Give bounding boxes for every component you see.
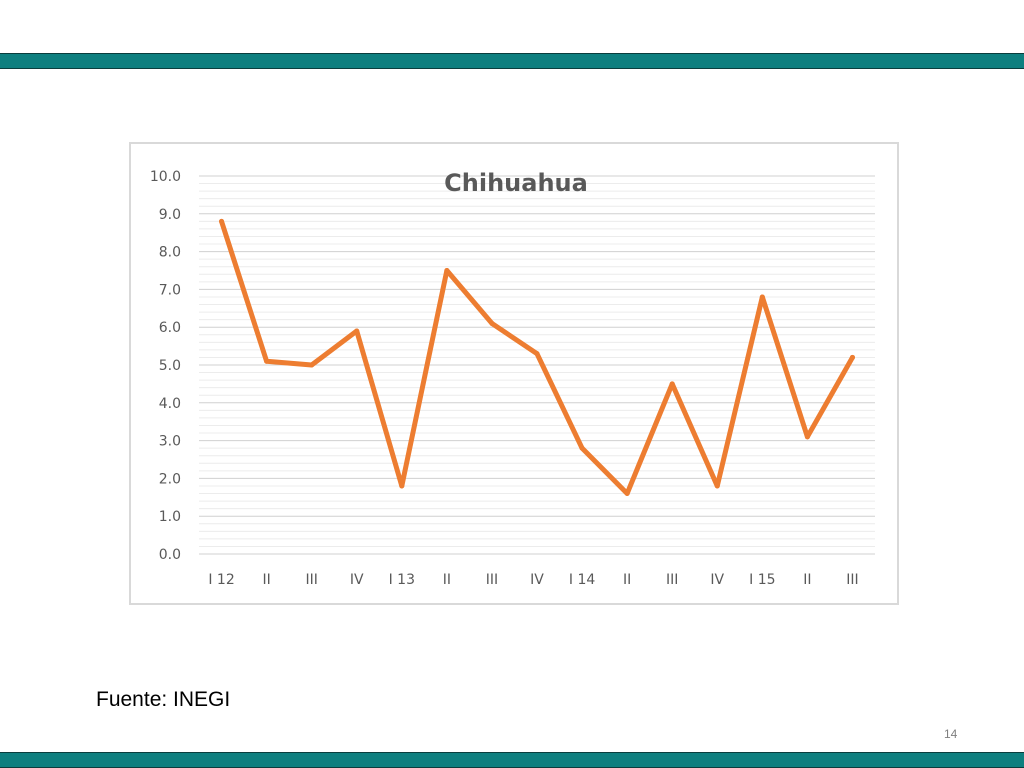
x-tick-label: IV bbox=[350, 572, 364, 588]
data-point bbox=[849, 354, 855, 360]
x-tick-label: III bbox=[846, 572, 858, 588]
data-point bbox=[309, 362, 315, 368]
data-point bbox=[264, 358, 270, 364]
data-point bbox=[534, 351, 540, 357]
gridlines bbox=[199, 175, 875, 555]
chart-frame: 0.0 1.0 2.0 3.0 4.0 5.0 6.0 7.0 8.0 9.0 10.0 I 12 I… bbox=[129, 142, 899, 605]
chart-title: Chihuahua bbox=[444, 169, 588, 197]
y-axis-ticks: 0.0 1.0 2.0 3.0 4.0 5.0 6.0 7.0 8.0 9.0 10.0 bbox=[150, 169, 181, 563]
y-tick-label: 6.0 bbox=[159, 320, 181, 336]
y-tick-label: 4.0 bbox=[159, 396, 181, 412]
y-tick-label: 7.0 bbox=[159, 282, 181, 298]
x-tick-label: II bbox=[443, 572, 451, 588]
x-tick-label: IV bbox=[530, 572, 544, 588]
data-point bbox=[669, 381, 675, 387]
data-point bbox=[219, 218, 225, 224]
x-tick-label: II bbox=[262, 572, 270, 588]
y-tick-label: 5.0 bbox=[159, 358, 181, 374]
x-tick-label: I 15 bbox=[749, 572, 775, 588]
x-axis-ticks: I 12 II III IV I 13 II III IV I 14 II III IV I 15 II I… bbox=[208, 572, 858, 588]
data-point bbox=[444, 268, 450, 273]
x-tick-label: III bbox=[305, 572, 317, 588]
data-point bbox=[489, 320, 495, 326]
line-chart: 0.0 1.0 2.0 3.0 4.0 5.0 6.0 7.0 8.0 9.0 10.0 I 12 I… bbox=[150, 169, 875, 588]
x-tick-label: II bbox=[623, 572, 631, 588]
x-tick-label: I 12 bbox=[208, 572, 234, 588]
y-tick-label: 0.0 bbox=[159, 547, 181, 563]
page-number: 14 bbox=[944, 727, 958, 741]
x-tick-label: III bbox=[666, 572, 678, 588]
y-tick-label: 2.0 bbox=[159, 471, 181, 487]
source-note: Fuente: INEGI bbox=[96, 688, 231, 711]
data-point bbox=[354, 328, 360, 334]
data-point bbox=[579, 445, 585, 451]
y-tick-label: 10.0 bbox=[150, 169, 181, 185]
data-point bbox=[399, 483, 405, 489]
y-tick-label: 8.0 bbox=[159, 245, 181, 261]
series-layer bbox=[219, 218, 855, 497]
data-point bbox=[624, 491, 630, 497]
x-tick-label: II bbox=[803, 572, 811, 588]
top-band bbox=[0, 53, 1024, 69]
data-point bbox=[804, 434, 810, 440]
bottom-band bbox=[0, 752, 1024, 768]
x-tick-label: III bbox=[486, 572, 498, 588]
y-tick-label: 1.0 bbox=[159, 509, 181, 525]
y-tick-label: 9.0 bbox=[159, 207, 181, 223]
data-point bbox=[759, 294, 765, 300]
x-tick-label: I 13 bbox=[389, 572, 415, 588]
y-tick-label: 3.0 bbox=[159, 434, 181, 450]
data-point bbox=[714, 483, 720, 489]
x-tick-label: I 14 bbox=[569, 572, 595, 588]
x-tick-label: IV bbox=[710, 572, 724, 588]
